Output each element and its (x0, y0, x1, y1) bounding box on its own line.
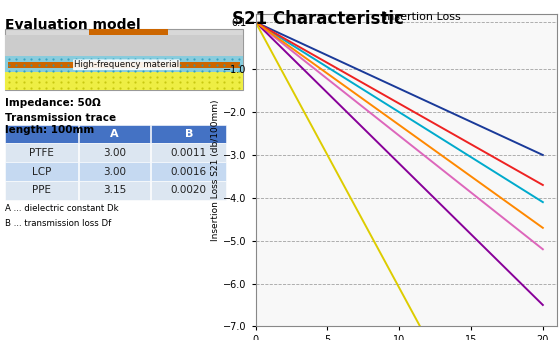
Text: Transmission trace
length: 100mm: Transmission trace length: 100mm (5, 113, 116, 135)
Text: LCP: LCP (32, 167, 52, 176)
PTFE-B (269, 31, 276, 35)
FancyBboxPatch shape (8, 63, 240, 68)
Text: PTFE: PTFE (29, 148, 54, 158)
PPE (539, 183, 546, 187)
Epoxy-A (515, 279, 522, 283)
Text: 3.00: 3.00 (103, 167, 126, 176)
LCP (264, 29, 270, 33)
FancyBboxPatch shape (5, 162, 78, 181)
PTFE-B (264, 27, 270, 31)
PTFE-A (252, 20, 259, 24)
FancyBboxPatch shape (80, 162, 150, 181)
FancyBboxPatch shape (5, 29, 242, 90)
PTFE-C (515, 228, 522, 232)
PTFE-B (525, 191, 532, 195)
PTFE-C (525, 236, 532, 240)
Epoxy-B (329, 162, 335, 166)
LCP (329, 75, 335, 79)
PTFE-C (539, 247, 546, 251)
LCP (269, 33, 276, 37)
PTFE-A (329, 55, 335, 59)
LCP (525, 216, 532, 220)
PTFE-B (539, 200, 546, 204)
FancyBboxPatch shape (80, 143, 150, 162)
Text: B: B (185, 129, 193, 139)
Epoxy-A (269, 37, 276, 41)
PPE (306, 50, 312, 54)
Text: Evaluation model: Evaluation model (5, 18, 141, 32)
LCP (252, 20, 259, 24)
Line: PTFE-A: PTFE-A (255, 22, 543, 155)
FancyBboxPatch shape (90, 29, 169, 35)
PTFE-A (515, 142, 522, 146)
Text: Insertion Loss: Insertion Loss (384, 12, 460, 22)
PTFE-C (306, 62, 312, 66)
Text: A ... dielectric constant Dk: A ... dielectric constant Dk (5, 204, 119, 214)
PPE (515, 169, 522, 173)
Line: PTFE-B: PTFE-B (255, 22, 543, 202)
FancyBboxPatch shape (5, 181, 78, 200)
PTFE-A (269, 28, 276, 32)
PPE (525, 175, 532, 179)
Epoxy-A (306, 73, 312, 77)
FancyBboxPatch shape (151, 143, 226, 162)
PTFE-B (306, 54, 312, 58)
PPE (264, 27, 270, 31)
Epoxy-B (252, 20, 259, 24)
Epoxy-B (264, 41, 270, 46)
PPE (329, 64, 335, 68)
FancyBboxPatch shape (151, 162, 226, 181)
Epoxy-B (269, 52, 276, 56)
Epoxy-A (264, 32, 270, 36)
Text: 0.0016: 0.0016 (171, 167, 207, 176)
Text: 3.00: 3.00 (103, 148, 126, 158)
FancyBboxPatch shape (151, 125, 226, 143)
Line: LCP: LCP (255, 22, 543, 228)
PPE (269, 30, 276, 34)
Line: PPE: PPE (255, 22, 543, 185)
FancyBboxPatch shape (80, 181, 150, 200)
FancyBboxPatch shape (5, 143, 78, 162)
FancyBboxPatch shape (151, 181, 226, 200)
PTFE-A (539, 153, 546, 157)
FancyBboxPatch shape (5, 35, 242, 56)
Epoxy-A (329, 96, 335, 100)
PTFE-B (329, 68, 335, 72)
LCP (515, 208, 522, 212)
Line: Epoxy-B: Epoxy-B (255, 22, 543, 340)
PTFE-B (252, 20, 259, 24)
Text: A: A (110, 129, 119, 139)
Line: Epoxy-A: Epoxy-A (255, 22, 543, 305)
PTFE-C (269, 34, 276, 38)
FancyBboxPatch shape (5, 125, 78, 143)
PTFE-A (264, 26, 270, 30)
Epoxy-B (306, 119, 312, 123)
PPE (252, 20, 259, 24)
Epoxy-A (525, 289, 532, 293)
Epoxy-A (539, 303, 546, 307)
PTFE-B (515, 185, 522, 189)
PTFE-C (264, 29, 270, 33)
PTFE-C (252, 20, 259, 24)
Y-axis label: Insertion Loss S21 (db/100mm): Insertion Loss S21 (db/100mm) (211, 99, 220, 241)
PTFE-C (329, 81, 335, 85)
Text: B ... transmission loss Df: B ... transmission loss Df (5, 219, 111, 228)
FancyBboxPatch shape (5, 72, 242, 90)
Text: Impedance: 50Ω: Impedance: 50Ω (5, 98, 101, 108)
LCP (539, 226, 546, 230)
Text: 0.0011: 0.0011 (171, 148, 207, 158)
PTFE-A (306, 45, 312, 49)
Text: S21 Characteristic: S21 Characteristic (232, 10, 404, 28)
Epoxy-A (252, 20, 259, 24)
Text: 3.15: 3.15 (103, 185, 126, 195)
FancyBboxPatch shape (80, 125, 150, 143)
LCP (306, 58, 312, 63)
Text: PPE: PPE (32, 185, 51, 195)
Text: High-frequency material: High-frequency material (74, 60, 179, 69)
Line: PTFE-C: PTFE-C (255, 22, 543, 249)
FancyBboxPatch shape (5, 56, 242, 73)
PTFE-A (525, 146, 532, 150)
Text: 0.0020: 0.0020 (171, 185, 207, 195)
